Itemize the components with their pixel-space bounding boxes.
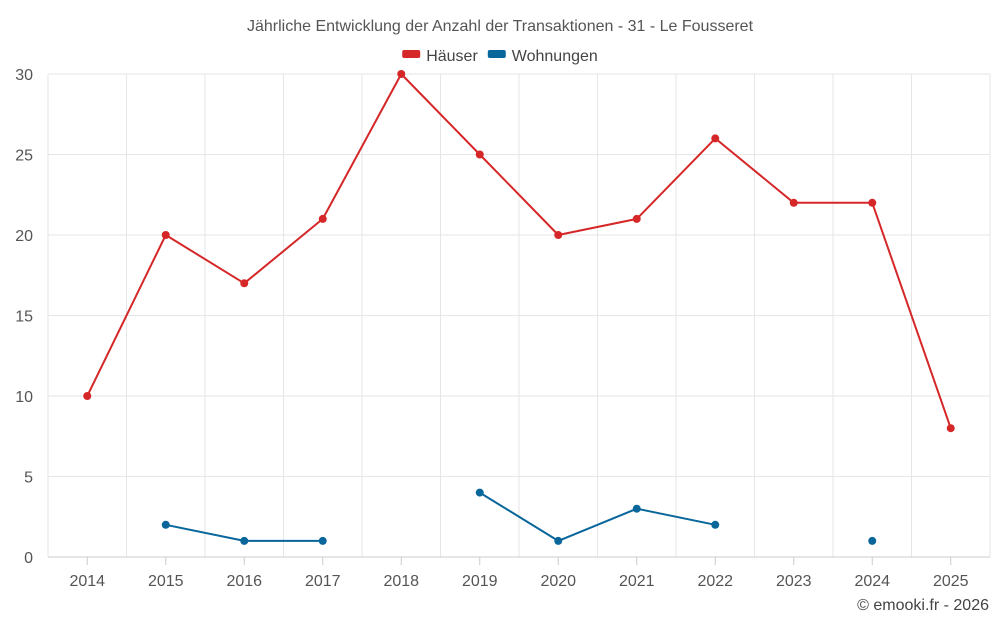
data-point[interactable] <box>475 488 484 497</box>
y-tick-label: 5 <box>24 470 33 487</box>
data-point[interactable] <box>711 134 720 143</box>
grid <box>47 73 991 557</box>
data-point[interactable] <box>240 279 249 288</box>
y-tick-label: 20 <box>15 228 33 245</box>
data-point[interactable] <box>161 231 170 239</box>
data-point[interactable] <box>789 198 798 207</box>
y-tick-label: 15 <box>15 309 33 326</box>
data-point[interactable] <box>554 536 563 545</box>
x-tick-label: 2014 <box>69 573 105 590</box>
data-point[interactable] <box>83 392 92 400</box>
data-point[interactable] <box>240 536 249 545</box>
legend-swatch-wohnungen[interactable] <box>487 50 506 58</box>
x-tick-label: 2021 <box>619 573 655 590</box>
data-point[interactable] <box>711 520 720 529</box>
x-tick-label: 2020 <box>540 573 576 590</box>
chart-title: Jährliche Entwicklung der Anzahl der Tra… <box>247 18 754 35</box>
x-tick-label: 2023 <box>776 573 812 590</box>
series-h-user <box>83 70 955 433</box>
x-tick-label: 2015 <box>148 573 184 590</box>
x-tick-label: 2016 <box>226 573 262 590</box>
credit-text: © emooki.fr - 2026 <box>857 597 989 614</box>
series-wohnungen <box>161 488 877 545</box>
data-point[interactable] <box>318 214 327 223</box>
series-line <box>479 491 716 542</box>
x-tick-label: 2017 <box>305 573 341 590</box>
x-tick-label: 2018 <box>383 573 419 590</box>
series-group <box>83 70 955 545</box>
y-tick-label: 30 <box>15 67 33 84</box>
data-point[interactable] <box>632 214 641 223</box>
legend-label-wohnungen[interactable]: Wohnungen <box>512 48 598 65</box>
x-tick-label: 2024 <box>854 573 890 590</box>
data-point[interactable] <box>318 536 327 545</box>
legend-label-h-user[interactable]: Häuser <box>426 48 478 65</box>
y-tick-label: 0 <box>24 550 33 567</box>
series-line <box>86 73 952 429</box>
x-tick-label: 2025 <box>933 573 969 590</box>
y-tick-label: 10 <box>15 389 33 406</box>
y-tick-label: 25 <box>15 148 33 165</box>
x-tick-label: 2019 <box>462 573 498 590</box>
data-point[interactable] <box>554 231 563 239</box>
data-point[interactable] <box>475 150 484 159</box>
data-point[interactable] <box>868 198 877 207</box>
data-point[interactable] <box>868 536 877 545</box>
data-point[interactable] <box>946 424 955 433</box>
legend: Häuser Wohnungen <box>402 48 598 65</box>
data-point[interactable] <box>397 70 406 78</box>
data-point[interactable] <box>161 520 170 529</box>
x-tick-label: 2022 <box>697 573 733 590</box>
legend-swatch-h-user[interactable] <box>402 50 421 58</box>
data-point[interactable] <box>632 504 641 513</box>
